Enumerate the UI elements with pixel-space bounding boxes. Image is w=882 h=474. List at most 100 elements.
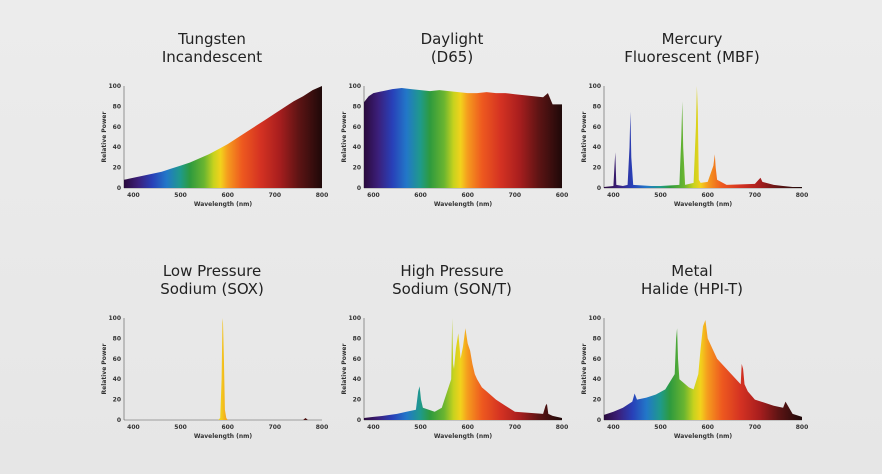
x-axis-label: Wavelength (nm): [434, 201, 493, 208]
spectrum-chart: 0 20 40 60 80 100 600 600 600 700 600 Wavelength (n…: [341, 83, 569, 208]
y-tick-label: 100: [108, 83, 121, 90]
x-tick-label: 600: [461, 192, 474, 199]
x-tick-label: 700: [269, 424, 282, 431]
y-tick-label: 0: [357, 185, 361, 192]
y-tick-label: 40: [593, 144, 601, 151]
y-axis-label: Relative Power: [101, 112, 108, 163]
chart-title: Tungsten Incandescent: [92, 30, 332, 66]
chart-title: Low Pressure Sodium (SOX): [92, 262, 332, 298]
x-tick-label: 500: [174, 192, 187, 199]
y-tick-label: 40: [113, 376, 121, 383]
chart-title-line: Mercury: [661, 30, 723, 48]
x-tick-label: 800: [796, 424, 809, 431]
y-tick-label: 80: [113, 335, 121, 342]
chart-title: High Pressure Sodium (SON/T): [332, 262, 572, 298]
y-tick-label: 0: [597, 417, 601, 424]
x-tick-label: 500: [654, 192, 667, 199]
chart-title: Metal Halide (HPI-T): [572, 262, 812, 298]
y-tick-label: 100: [348, 83, 361, 90]
y-tick-label: 20: [593, 165, 601, 172]
chart-title-line: Metal: [671, 262, 713, 280]
chart-title-line: Halide (HPI-T): [641, 280, 743, 298]
chart-title-line: Incandescent: [161, 48, 263, 66]
x-tick-label: 800: [316, 424, 329, 431]
spectrum-area: [604, 86, 802, 188]
x-tick-label: 500: [654, 424, 667, 431]
x-tick-label: 600: [414, 192, 427, 199]
x-tick-label: 700: [269, 192, 282, 199]
chart-title-line: Tungsten: [178, 30, 246, 48]
y-tick-label: 100: [588, 83, 601, 90]
y-tick-label: 20: [113, 397, 121, 404]
y-tick-label: 80: [353, 103, 361, 110]
chart-title-line: Sodium (SON/T): [392, 280, 512, 298]
y-tick-label: 80: [593, 103, 601, 110]
x-tick-label: 500: [414, 424, 427, 431]
y-tick-label: 20: [113, 165, 121, 172]
x-tick-label: 600: [367, 192, 380, 199]
axes: [603, 86, 802, 189]
y-tick-label: 0: [357, 417, 361, 424]
y-axis-label: Relative Power: [341, 112, 348, 163]
x-tick-label: 400: [367, 424, 380, 431]
y-axis-label: Relative Power: [341, 344, 348, 395]
chart-panel: High Pressure Sodium (SON/T) 0 20 40 60 80 10…: [332, 262, 572, 462]
y-tick-label: 60: [113, 356, 121, 363]
y-tick-label: 20: [353, 397, 361, 404]
x-axis-label: Wavelength (nm): [194, 433, 253, 440]
x-axis-label: Wavelength (nm): [674, 201, 733, 208]
chart-title: Mercury Fluorescent (MBF): [572, 30, 812, 66]
spectrum-area: [364, 318, 562, 420]
y-axis-label: Relative Power: [101, 344, 108, 395]
x-tick-label: 500: [174, 424, 187, 431]
spectrum-chart: 0 20 40 60 80 100 400 500 600 700 800 Wavelength (n…: [581, 315, 809, 440]
x-tick-label: 400: [127, 424, 140, 431]
y-tick-label: 60: [113, 124, 121, 131]
y-tick-label: 60: [353, 124, 361, 131]
y-tick-label: 80: [353, 335, 361, 342]
y-tick-label: 0: [117, 417, 121, 424]
chart-panel: Mercury Fluorescent (MBF) 0 20 40 60 80 100 40…: [572, 30, 812, 230]
y-tick-label: 60: [353, 356, 361, 363]
y-tick-label: 80: [593, 335, 601, 342]
y-tick-label: 0: [117, 185, 121, 192]
chart-panel: Tungsten Incandescent 0 20 40 60 80 100 400 500…: [92, 30, 332, 230]
spectrum-chart: 0 20 40 60 80 100 400 500 600 700 800 Wavelength (n…: [341, 315, 568, 440]
x-tick-label: 800: [316, 192, 329, 199]
y-tick-label: 40: [353, 144, 361, 151]
x-tick-label: 600: [556, 192, 569, 199]
x-tick-label: 700: [509, 424, 522, 431]
x-tick-label: 700: [749, 192, 762, 199]
y-tick-label: 100: [108, 315, 121, 322]
chart-panel: Low Pressure Sodium (SOX) 0 20 40 60 80 100 40…: [92, 262, 332, 462]
chart-title-line: Daylight: [420, 30, 484, 48]
x-tick-label: 800: [796, 192, 809, 199]
x-tick-label: 600: [461, 424, 474, 431]
y-tick-label: 40: [593, 376, 601, 383]
x-tick-label: 700: [509, 192, 522, 199]
y-tick-label: 20: [593, 397, 601, 404]
x-tick-label: 400: [127, 192, 140, 199]
x-tick-label: 400: [607, 424, 620, 431]
spectrum-area: [124, 318, 322, 420]
y-tick-label: 60: [593, 124, 601, 131]
chart-title-line: Sodium (SOX): [160, 280, 264, 298]
x-axis-label: Wavelength (nm): [674, 433, 733, 440]
x-axis-label: Wavelength (nm): [194, 201, 253, 208]
spectrum-chart: 0 20 40 60 80 100 400 500 600 700 800 Wavelength (n…: [101, 315, 329, 440]
x-tick-label: 600: [221, 192, 234, 199]
x-tick-label: 700: [749, 424, 762, 431]
y-tick-label: 80: [113, 103, 121, 110]
y-tick-label: 100: [348, 315, 361, 322]
y-tick-label: 20: [353, 165, 361, 172]
spectrum-chart: 0 20 40 60 80 100 400 500 600 700 800 Wavelength (n…: [101, 83, 329, 208]
chart-panel: Metal Halide (HPI-T) 0 20 40 60 80 100 400 500 6…: [572, 262, 812, 462]
x-tick-label: 600: [701, 192, 714, 199]
chart-title-line: (D65): [430, 48, 474, 66]
y-axis-label: Relative Power: [581, 112, 588, 163]
spectrum-area: [604, 320, 802, 420]
chart-title-line: Low Pressure: [162, 262, 262, 280]
x-tick-label: 600: [701, 424, 714, 431]
x-tick-label: 600: [221, 424, 234, 431]
